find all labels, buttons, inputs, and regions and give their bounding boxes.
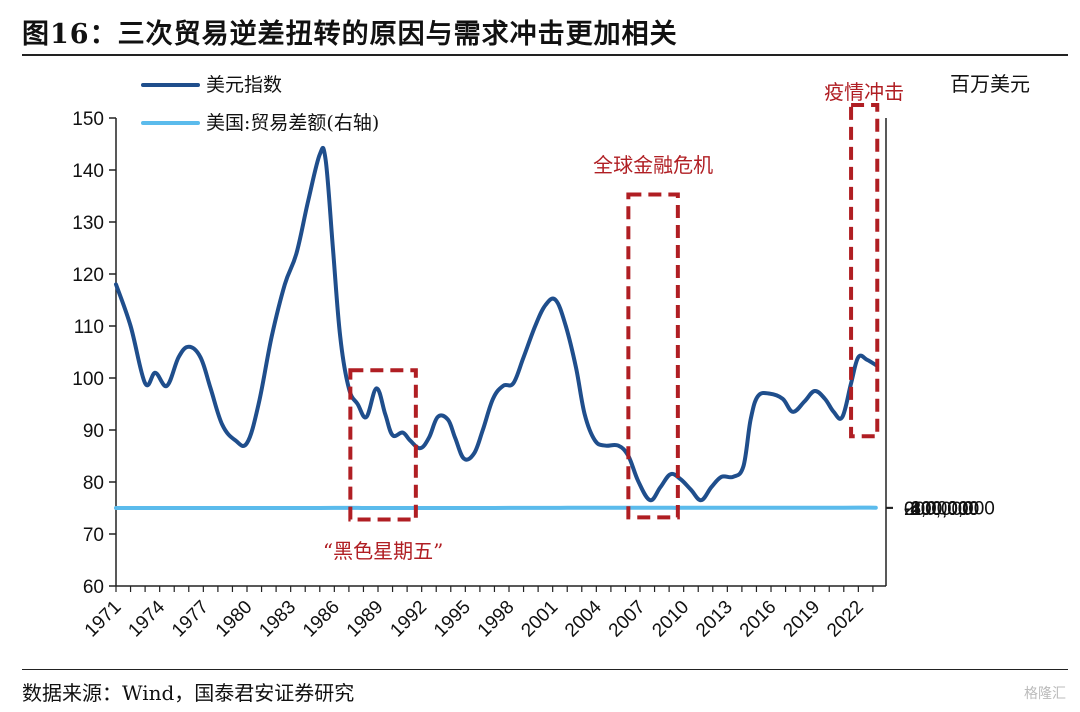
x-tick-label: 1971	[81, 597, 126, 642]
left-tick-label: 120	[72, 265, 104, 286]
title-rule	[22, 54, 1068, 56]
source-note: 数据来源：Wind，国泰君安证券研究	[22, 681, 355, 705]
legend-label: 美国:贸易差额(右轴)	[206, 112, 379, 134]
left-tick-label: 140	[72, 161, 104, 182]
chart-series	[114, 145, 878, 510]
x-tick-label: 2007	[605, 597, 650, 642]
left-tick-label: 60	[83, 577, 104, 598]
x-tick-label: 2004	[561, 596, 606, 641]
source-rule	[22, 669, 1068, 670]
left-tick-label: 70	[83, 525, 104, 546]
watermark: 格隆汇	[1024, 686, 1066, 702]
right-tick-label: -800,000	[904, 499, 979, 520]
annotation-label: 全球金融危机	[593, 153, 713, 177]
annotation-label: 疫情冲击	[824, 80, 904, 104]
figure-title: 图16：三次贸易逆差扭转的原因与需求冲击更加相关	[22, 19, 678, 50]
left-tick-label: 80	[83, 473, 104, 494]
x-tick-label: 1986	[299, 597, 344, 642]
annotation-box	[348, 368, 418, 522]
x-tick-label: 2001	[517, 597, 562, 642]
right-tick-label: -1,000,000	[904, 499, 995, 520]
left-tick-label: 110	[74, 317, 104, 338]
legend-label: 美元指数	[206, 74, 282, 96]
right-tick-label: -400,000	[904, 499, 979, 520]
x-tick-label: 2022	[823, 597, 868, 642]
annotation-box	[849, 103, 880, 439]
left-tick-label: 130	[72, 213, 104, 234]
x-tick-label: 1995	[430, 597, 475, 642]
left-tick-label: 150	[72, 109, 104, 130]
x-tick-label: 1992	[386, 597, 431, 642]
x-tick-label: 2010	[648, 597, 693, 642]
right-axis-unit: 百万美元	[950, 72, 1030, 96]
right-tick-label: 200,000	[904, 499, 973, 520]
chart-annotations: “黑色星期五” 全球金融危机 疫情冲击	[323, 80, 904, 563]
x-tick-label: 1977	[168, 597, 213, 642]
x-tick-label: 2019	[779, 597, 824, 642]
x-tick-label: 2016	[736, 597, 781, 642]
left-tick-label: 90	[83, 421, 104, 442]
series-line-dollar-index	[114, 145, 878, 503]
x-tick-label: 1980	[212, 597, 257, 642]
x-tick-label: 2013	[692, 597, 737, 642]
right-tick-label: -600,000	[904, 499, 979, 520]
x-tick-label: 1989	[343, 597, 388, 642]
x-tick-label: 1983	[255, 597, 300, 642]
annotation-box	[626, 192, 680, 520]
x-tick-label: 1998	[474, 597, 519, 642]
annotation-label: “黑色星期五”	[323, 539, 443, 563]
chart-axes: 60 70 80 90 100 110 120 130 140 150 -1,000,000-800…	[72, 72, 1030, 641]
left-tick-label: 100	[72, 369, 104, 390]
right-tick-label: -200,000	[904, 499, 979, 520]
x-tick-label: 1974	[124, 596, 169, 641]
right-tick-label: 0	[904, 499, 915, 520]
